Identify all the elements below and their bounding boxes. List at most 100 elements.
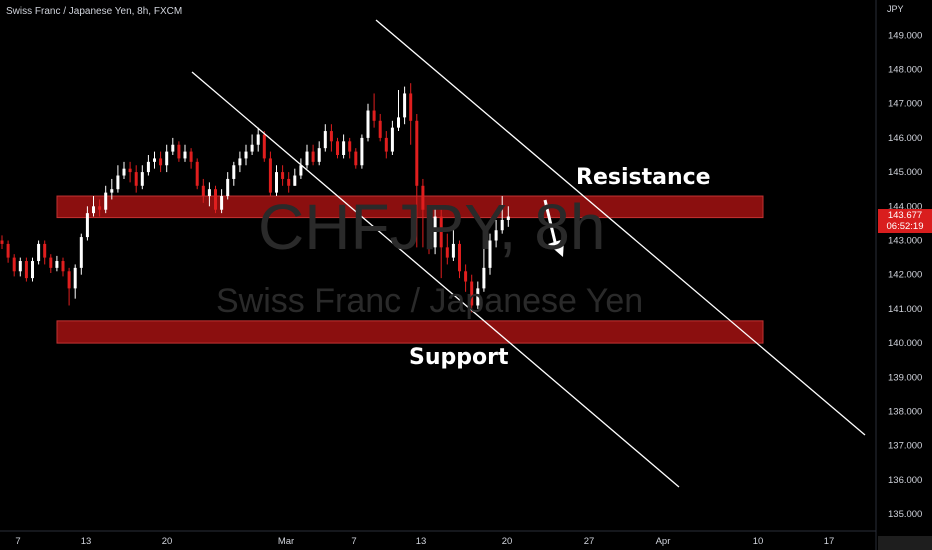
y-tick-label: 148.000 [888,65,922,76]
candle-body [79,237,83,268]
candle-body [390,127,394,152]
candle [262,131,266,162]
candle-body [122,168,126,176]
candle [214,185,217,214]
candle [153,151,156,169]
candle [311,144,315,166]
candle [226,172,230,200]
candle-body [43,243,47,258]
candle-body [201,185,205,197]
candle-body [49,257,53,268]
y-tick-label: 145.000 [888,167,922,178]
candle [445,233,449,265]
candle [244,144,248,166]
candle [55,255,59,272]
candle-body [293,175,297,186]
candle-body [506,216,510,220]
candle-body [384,137,388,152]
candle [403,86,407,125]
candle-body [85,213,89,238]
last-price-value: 143.677 [887,210,923,221]
candle [256,127,260,152]
candle-body [0,240,4,244]
candle-body [439,216,443,248]
zones-layer [56,195,764,344]
candle [268,151,272,197]
candle [329,124,333,152]
y-tick-label: 141.000 [888,304,922,315]
candle [305,144,309,169]
candles-layer [0,83,510,313]
candle [207,182,211,207]
candle-body [305,151,309,166]
last-price-tag: 143.677 06:52:19 [878,209,932,233]
candle [317,141,321,166]
x-tick-label: Apr [656,536,671,547]
candle [238,151,242,173]
candle-body [165,151,169,166]
candle [104,185,108,214]
candle [195,158,199,190]
resistance-label: Resistance [576,165,711,190]
candle [427,206,431,255]
x-tick-label: 20 [162,536,173,547]
chart-header-title: Swiss Franc / Japanese Yen, 8h, FXCM [6,6,183,17]
candle-body [98,206,102,210]
candle [390,120,394,155]
candle [464,264,468,292]
candle [360,134,364,169]
y-tick-label: 138.000 [888,407,922,418]
candle [409,83,413,145]
candle-body [397,117,400,128]
y-tick-label: 147.000 [888,99,922,110]
y-tick-label: 136.000 [888,475,922,486]
x-tick-label: 13 [81,536,92,547]
y-tick-label: 142.000 [888,270,922,281]
candle [67,267,71,306]
candle-body [256,134,260,145]
candle [12,254,16,277]
candle-body [354,151,358,166]
candle-body [159,158,163,166]
candle-body [494,230,498,241]
x-axis-ticks: 7 13 20 Mar 7 13 20 27 Apr 10 17 [15,536,834,547]
candle [128,161,132,183]
time-axis-settings-button[interactable] [878,536,932,550]
candle [24,257,28,282]
candle [293,168,297,186]
candle [299,158,303,179]
candle-body [372,110,376,121]
candle [397,90,400,132]
candle [250,134,254,155]
candle-body [476,288,480,306]
trendlines-layer[interactable] [191,19,866,488]
candle-body [275,172,278,193]
candle [421,178,425,248]
candle-body [146,161,150,173]
candle-body [12,257,16,272]
candle [287,172,291,193]
y-tick-label: 137.000 [888,441,922,452]
candle [476,281,480,309]
candle-body [220,196,224,210]
candle-body [183,151,187,159]
candle-body [207,189,211,197]
candle-body [110,189,114,193]
candle [415,113,419,248]
candle-body [189,151,193,162]
candle [183,144,187,162]
candle-body [348,141,352,152]
candle-body [427,209,431,248]
candle-body [226,178,230,197]
y-tick-label: 149.000 [888,30,922,41]
x-tick-label: 27 [584,536,595,547]
y-axis-ticks: 135.000 136.000 137.000 138.000 139.000 140.0… [888,30,922,520]
candle-body [73,267,77,289]
candle [336,137,339,159]
currency-label: JPY [887,4,904,14]
candle-body [177,144,181,159]
candle-body [24,261,28,279]
x-tick-label: 7 [15,536,20,547]
candle [18,257,22,277]
